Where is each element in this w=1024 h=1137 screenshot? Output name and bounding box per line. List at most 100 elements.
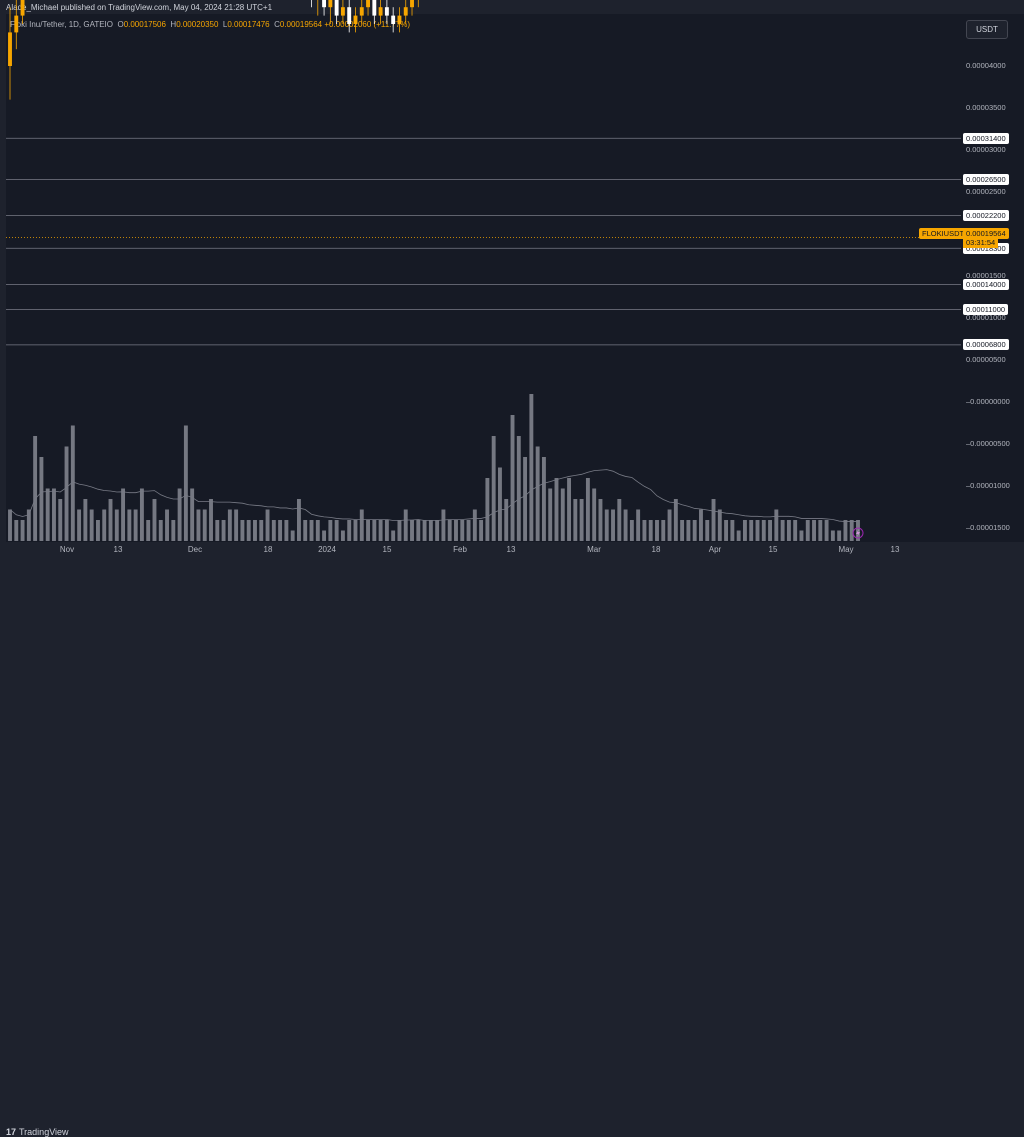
y-tick-label: 0.00001000 <box>966 313 1006 322</box>
volume-bar <box>472 509 477 541</box>
volume-bar <box>108 499 113 541</box>
volume-bar <box>152 499 157 541</box>
y-tick-label: 0.00003000 <box>966 145 1006 154</box>
volume-bar <box>661 520 666 541</box>
volume-bar <box>26 509 31 541</box>
volume-bar <box>14 520 19 541</box>
volume-bar <box>579 499 584 541</box>
x-tick-label: 13 <box>506 545 516 554</box>
volume-bar <box>265 509 270 541</box>
candle-body <box>410 0 414 8</box>
volume-bar <box>397 520 402 541</box>
volume-bar <box>560 488 565 541</box>
volume-bar <box>498 467 502 541</box>
volume-bar <box>667 509 672 541</box>
volume-bar <box>328 520 333 541</box>
volume-bar <box>95 520 100 541</box>
candle-body <box>20 0 25 16</box>
x-tick-label: Dec <box>187 545 203 554</box>
open-label: O <box>117 20 124 29</box>
volume-bar <box>460 520 465 541</box>
level-price-badge: 0.00014000 <box>963 278 1009 290</box>
y-tick-label: –0.00000500 <box>966 439 1010 448</box>
volume-bar <box>592 488 597 541</box>
volume-bar <box>372 520 377 541</box>
volume-bar <box>183 425 188 541</box>
bottom-bar: 17 TradingView <box>0 561 1024 1137</box>
volume-bar <box>416 520 421 541</box>
tradingview-logo[interactable]: 17 TradingView <box>6 1127 69 1137</box>
volume-bar <box>541 457 546 541</box>
volume-bar <box>749 520 754 541</box>
volume-bar <box>340 530 345 541</box>
candle-body <box>378 7 383 16</box>
price-axis[interactable] <box>961 14 1024 542</box>
level-price-badge: 0.00018300 <box>963 242 1009 254</box>
volume-bar <box>598 499 603 541</box>
volume-bar <box>585 478 590 541</box>
volume-bar <box>290 530 295 541</box>
volume-bar <box>315 520 320 541</box>
x-tick-label: Apr <box>708 545 722 554</box>
volume-bar <box>64 446 69 541</box>
y-tick-label: 0.00002500 <box>966 187 1006 196</box>
level-price-badge: 0.00022200 <box>963 210 1009 222</box>
volume-bar <box>699 509 703 541</box>
high-label: H <box>170 20 177 29</box>
volume-bar <box>680 520 685 541</box>
volume-bar <box>491 436 496 541</box>
top-bar: Alade_Michael published on TradingView.c… <box>0 0 1024 14</box>
volume-bar <box>730 520 735 541</box>
symbol-title: Floki Inu/Tether, 1D, GATEIO <box>10 20 113 29</box>
volume-bar <box>58 499 63 541</box>
volume-bar <box>843 520 848 541</box>
x-tick-label: 18 <box>263 545 273 554</box>
volume-bar <box>259 520 264 541</box>
y-tick-label: 0.00003500 <box>966 103 1006 112</box>
volume-bar <box>303 520 308 541</box>
candle-body <box>384 7 389 16</box>
volume-bar <box>33 436 38 541</box>
published-text: Alade_Michael published on TradingView.c… <box>6 3 273 12</box>
low-value: 0.00017476 <box>227 20 270 29</box>
volume-bar <box>39 457 44 541</box>
x-tick-label: 13 <box>890 545 900 554</box>
volume-bar <box>146 520 151 541</box>
volume-bar <box>510 415 515 541</box>
volume-bar <box>391 530 396 541</box>
last-price-badge: 0.00019564 <box>963 228 1009 239</box>
volume-bar <box>548 488 553 541</box>
volume-bar <box>253 520 257 541</box>
volume-bar <box>322 530 327 541</box>
volume-bar <box>623 509 628 541</box>
close-label: C <box>274 20 280 29</box>
x-tick-label: 15 <box>382 545 392 554</box>
x-tick-label: Mar <box>587 545 601 554</box>
volume-bar <box>202 509 207 541</box>
high-value: 0.00020350 <box>176 20 219 29</box>
volume-bar <box>447 520 452 541</box>
volume-bar <box>384 520 389 541</box>
volume-moving-average <box>9 469 858 522</box>
candle-body <box>347 7 352 24</box>
currency-button[interactable]: USDT <box>966 20 1008 39</box>
level-price-badge: 0.00011000 <box>963 304 1009 316</box>
y-tick-label: –0.00000000 <box>966 397 1010 406</box>
volume-bar <box>636 509 641 541</box>
candle-body <box>328 0 333 8</box>
volume-bar <box>8 509 12 541</box>
volume-bar <box>818 520 823 541</box>
volume-bar <box>196 509 201 541</box>
lightning-icon[interactable] <box>852 527 864 539</box>
chart-plot-area[interactable] <box>6 14 961 542</box>
volume-bar <box>504 499 509 541</box>
volume-bar <box>529 394 534 541</box>
volume-bar <box>786 520 791 541</box>
volume-bar <box>686 520 691 541</box>
volume-bar <box>139 488 144 541</box>
volume-bar <box>742 520 747 541</box>
ohlc-legend: Floki Inu/Tether, 1D, GATEIO O0.00017506… <box>10 20 410 29</box>
volume-bar <box>724 520 729 541</box>
volume-bar <box>567 478 571 541</box>
volume-bar <box>611 509 615 541</box>
